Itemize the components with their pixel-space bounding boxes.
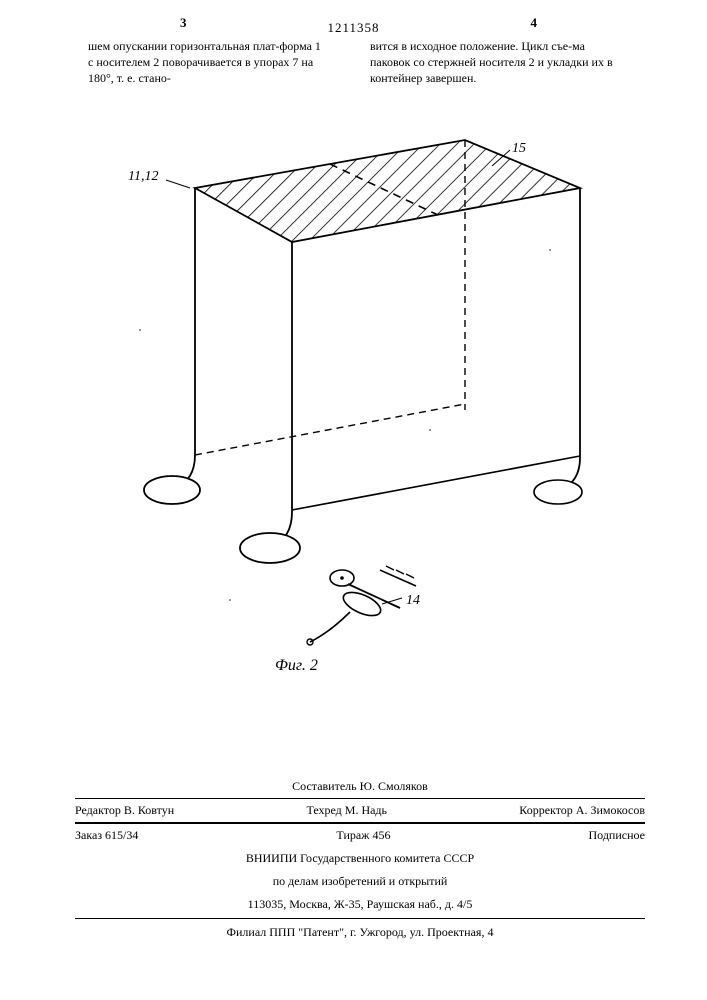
footer-corrector: Корректор А. Зимокосов xyxy=(519,803,645,818)
figure-label-11-12: 11,12 xyxy=(128,169,158,184)
footer-compiler: Составитель Ю. Смоляков xyxy=(75,775,645,798)
footer-subscription: Подписное xyxy=(589,828,646,843)
figure-label-14: 14 xyxy=(406,593,420,608)
footer-org2: по делам изобретений и открытий xyxy=(75,870,645,893)
footer-tirage: Тираж 456 xyxy=(138,828,588,843)
figure-caption: Фиг. 2 xyxy=(275,657,318,674)
figure-2: 11,12 15 14 Фиг. 2 xyxy=(80,130,640,680)
imprint-footer: Составитель Ю. Смоляков Редактор В. Ковт… xyxy=(75,775,645,944)
footer-order: Заказ 615/34 xyxy=(75,828,138,843)
document-number: 1211358 xyxy=(327,20,379,36)
figure-svg: 11,12 15 14 Фиг. 2 xyxy=(80,130,640,700)
footer-org1: ВНИИПИ Государственного комитета СССР xyxy=(75,847,645,870)
body-text-left-column: шем опускании горизонтальная плат-форма … xyxy=(88,38,328,87)
footer-editor: Редактор В. Ковтун xyxy=(75,803,174,818)
figure-label-15: 15 xyxy=(512,141,526,156)
body-text-right-column: вится в исходное положение. Цикл съе-ма … xyxy=(370,38,620,87)
page-number-right: 4 xyxy=(531,15,538,31)
page-number-left: 3 xyxy=(180,15,187,31)
footer-address: 113035, Москва, Ж-35, Раушская наб., д. … xyxy=(75,893,645,919)
footer-branch: Филиал ППП "Патент", г. Ужгород, ул. Про… xyxy=(75,919,645,944)
footer-techred: Техред М. Надь xyxy=(174,803,519,818)
